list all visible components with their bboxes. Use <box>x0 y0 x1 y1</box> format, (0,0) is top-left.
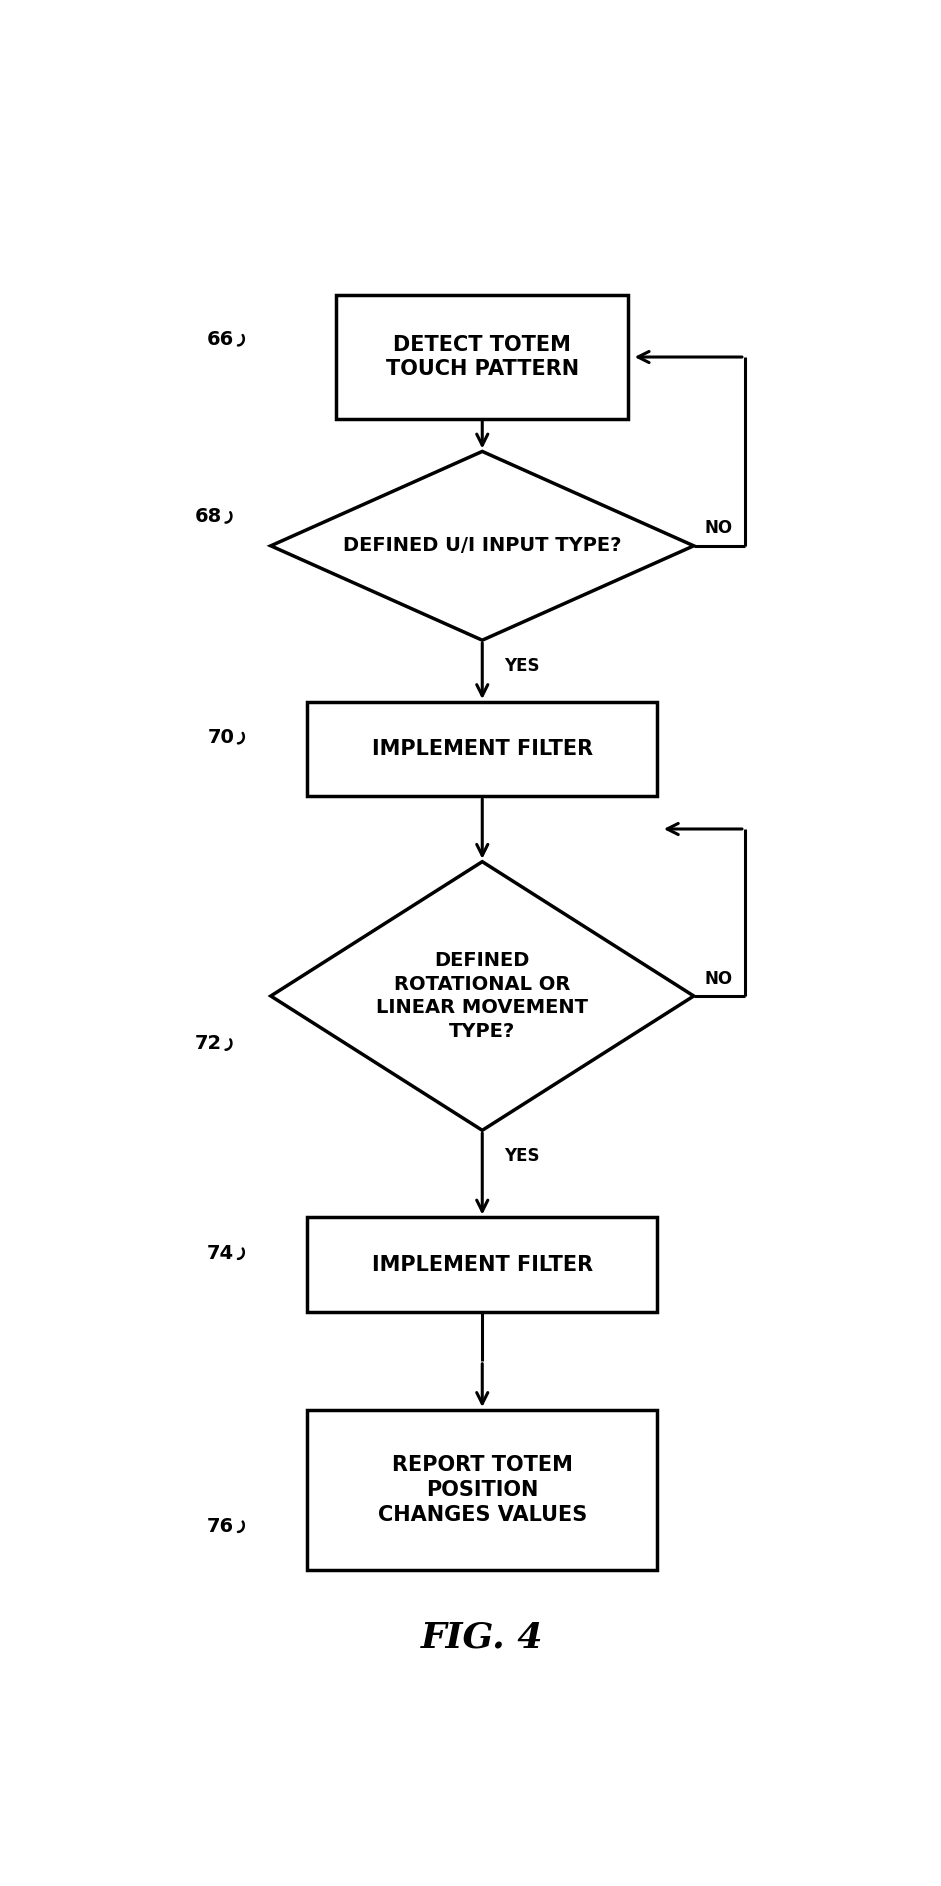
Text: IMPLEMENT FILTER: IMPLEMENT FILTER <box>372 739 593 760</box>
Text: REPORT TOTEM
POSITION
CHANGES VALUES: REPORT TOTEM POSITION CHANGES VALUES <box>377 1454 587 1524</box>
Text: DETECT TOTEM
TOUCH PATTERN: DETECT TOTEM TOUCH PATTERN <box>386 334 579 379</box>
Text: NO: NO <box>705 519 733 538</box>
Text: 66: 66 <box>207 330 234 349</box>
Text: FIG. 4: FIG. 4 <box>421 1620 544 1654</box>
Bar <box>307 702 657 796</box>
Bar <box>307 1411 657 1569</box>
Text: 70: 70 <box>207 728 234 747</box>
Polygon shape <box>271 451 694 639</box>
Text: YES: YES <box>504 1147 539 1166</box>
Text: DEFINED
ROTATIONAL OR
LINEAR MOVEMENT
TYPE?: DEFINED ROTATIONAL OR LINEAR MOVEMENT TY… <box>376 951 588 1041</box>
Text: IMPLEMENT FILTER: IMPLEMENT FILTER <box>372 1254 593 1275</box>
Bar <box>337 296 629 419</box>
Text: YES: YES <box>504 658 539 675</box>
Polygon shape <box>271 862 694 1130</box>
Text: DEFINED U/I INPUT TYPE?: DEFINED U/I INPUT TYPE? <box>343 536 621 554</box>
Text: 74: 74 <box>207 1243 234 1262</box>
Text: 68: 68 <box>195 507 222 526</box>
Text: 76: 76 <box>207 1516 234 1535</box>
Text: NO: NO <box>705 969 733 988</box>
Text: 72: 72 <box>195 1034 222 1054</box>
Bar <box>307 1218 657 1313</box>
